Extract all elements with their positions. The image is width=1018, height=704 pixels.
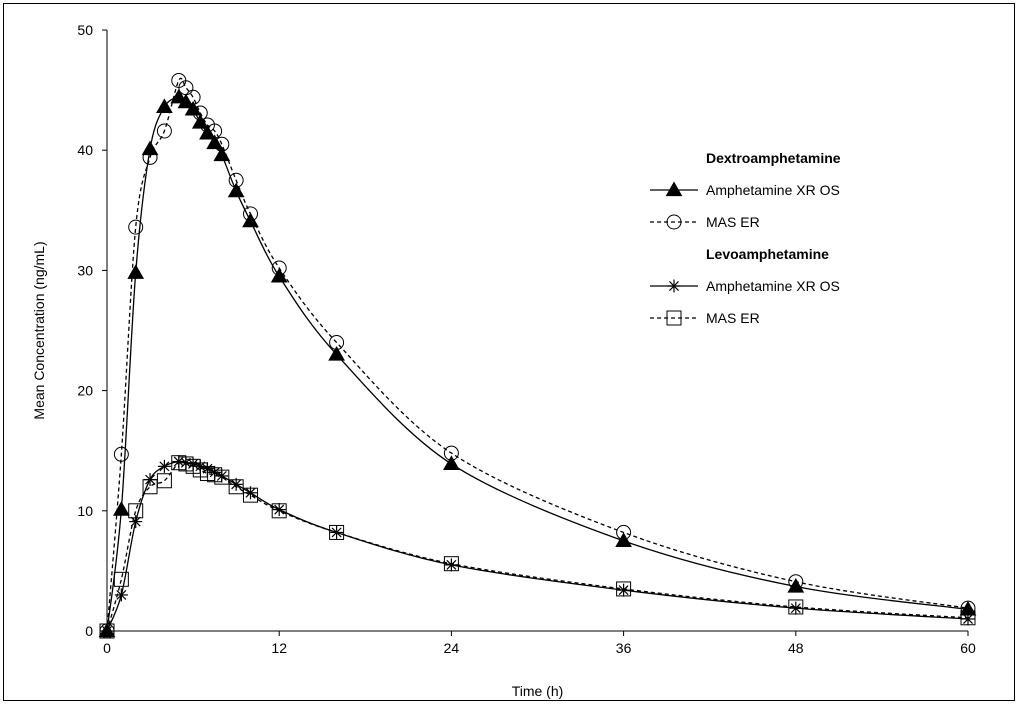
x-axis-ticks: 0 12 24 36 48 60	[103, 631, 976, 656]
x-tick-label: 36	[616, 640, 632, 656]
axes: 0 12 24 36 48 60 0 10 20 30 40 50 Time (h) Mean Co…	[31, 22, 976, 699]
legend-label: MAS ER	[706, 310, 760, 326]
legend-label: MAS ER	[706, 214, 760, 230]
x-tick-label: 60	[960, 640, 976, 656]
series-2-point	[443, 445, 459, 461]
series-2-point	[185, 89, 201, 105]
legend-group-heading: Dextroamphetamine	[706, 150, 841, 166]
series-1-point	[127, 264, 145, 279]
series-2-point	[243, 206, 258, 222]
y-axis-ticks: 0 10 20 30 40 50	[77, 22, 107, 639]
series-2-point	[128, 219, 144, 235]
series-1-point	[177, 93, 195, 109]
legend-marker	[667, 279, 681, 293]
x-axis-title: Time (h)	[512, 683, 564, 699]
y-tick-label: 50	[77, 22, 93, 38]
series-3-point	[961, 612, 975, 626]
series-4-point	[113, 571, 129, 587]
series-1-point	[328, 346, 345, 361]
series-3	[100, 455, 975, 638]
series-4-point	[443, 556, 459, 572]
series-3-point	[272, 503, 286, 517]
legend-label: Amphetamine XR OS	[706, 182, 840, 198]
series-3-point	[229, 477, 243, 491]
series-2-point	[271, 260, 287, 276]
series-3-point	[157, 459, 171, 473]
series-3-line	[106, 460, 969, 632]
series-2-point	[192, 105, 208, 121]
legend-group-heading: Levoamphetamine	[706, 246, 829, 262]
series-2-line	[106, 77, 969, 632]
series-2-point	[113, 446, 129, 462]
legend-marker	[665, 181, 683, 197]
series-1-point	[191, 114, 209, 129]
series-3-point	[789, 601, 803, 615]
series-3-point	[617, 583, 631, 597]
y-axis-title: Mean Concentration (ng/mL)	[31, 241, 47, 419]
series-4-point	[99, 623, 115, 639]
series-4-point	[228, 479, 244, 495]
x-tick-label: 24	[444, 640, 460, 656]
y-tick-label: 0	[85, 623, 93, 639]
series-2-point	[207, 123, 223, 139]
series-2-point	[178, 80, 194, 96]
series-3-point	[129, 515, 143, 529]
series-4-point	[156, 473, 172, 489]
series-4-point	[329, 524, 345, 540]
series-4-point	[214, 469, 230, 485]
legend-marker	[666, 310, 682, 326]
y-tick-label: 40	[77, 142, 93, 158]
y-tick-label: 20	[77, 383, 93, 399]
legend: Dextroamphetamine Amphetamine XR OS MAS ER…	[650, 150, 841, 326]
series-4-point	[788, 599, 804, 615]
series-2	[99, 72, 976, 639]
legend-label: Amphetamine XR OS	[706, 278, 840, 294]
series-layer	[98, 72, 977, 639]
series-2-point	[214, 136, 230, 152]
series-3-point	[114, 588, 128, 602]
y-tick-label: 30	[77, 262, 93, 278]
series-2-point	[156, 123, 172, 139]
series-2-point	[788, 574, 804, 590]
series-2-point	[142, 149, 158, 165]
series-1	[98, 88, 977, 638]
series-2-point	[228, 172, 244, 188]
series-2-point	[616, 524, 632, 540]
series-1-point	[227, 182, 245, 198]
chart-frame	[3, 3, 1015, 701]
series-1-point	[443, 455, 460, 471]
series-4-point	[616, 581, 632, 597]
x-tick-label: 0	[103, 640, 111, 656]
series-2-point	[329, 335, 345, 351]
series-4-point	[128, 503, 144, 519]
series-4-point	[243, 487, 258, 503]
series-1-point	[112, 501, 130, 516]
series-1-point	[156, 98, 173, 114]
y-tick-label: 10	[77, 503, 93, 519]
series-1-point	[787, 578, 805, 593]
legend-marker	[666, 214, 682, 230]
x-tick-label: 48	[788, 640, 804, 656]
series-4-point	[271, 503, 287, 519]
series-4-line	[106, 461, 969, 632]
series-4	[99, 455, 976, 639]
x-tick-label: 12	[271, 640, 287, 656]
series-4-point	[960, 610, 976, 626]
series-3-point	[444, 558, 458, 572]
